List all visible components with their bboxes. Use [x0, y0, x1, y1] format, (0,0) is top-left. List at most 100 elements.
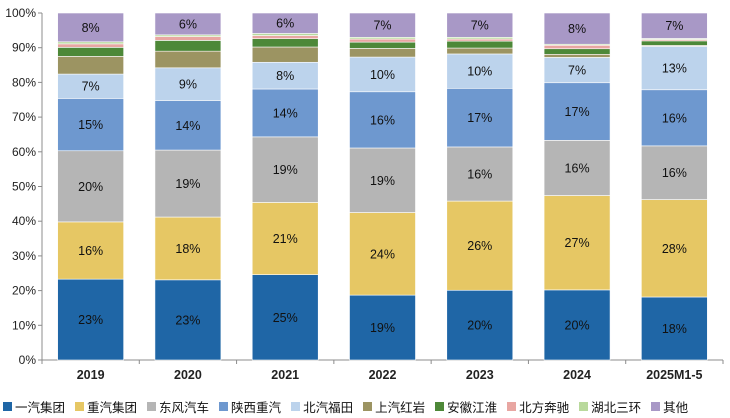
bar-segment: [446, 87, 514, 148]
legend-swatch: [3, 401, 12, 411]
bar-segment: [446, 146, 514, 202]
bar-segment: [446, 12, 514, 38]
bar-segment: [57, 43, 124, 48]
bar-segment: [349, 41, 416, 49]
legend-label: 北汽福田: [303, 399, 354, 415]
bar-segment: [251, 274, 319, 361]
y-tick-label: 60%: [12, 145, 36, 159]
legend-item: 重汽集团: [75, 397, 137, 416]
bar-segment: [543, 12, 611, 45]
y-tick-label: 100%: [5, 6, 36, 20]
bar-segment: [543, 57, 611, 84]
bar-segment: [154, 100, 222, 151]
data-label: 7%: [665, 19, 683, 33]
bar-segment: [251, 33, 319, 36]
bar-segment: [349, 294, 416, 361]
bar-segment: [251, 35, 319, 39]
bar-segment: [349, 48, 416, 58]
data-label: 19%: [370, 174, 395, 188]
legend-swatch: [291, 401, 301, 411]
legend-item: 其他: [651, 397, 688, 416]
data-label: 14%: [273, 106, 298, 120]
bar-segment: [446, 289, 514, 361]
data-label: 15%: [78, 118, 103, 132]
data-label: 14%: [175, 119, 200, 133]
data-label: 20%: [78, 180, 103, 194]
bar-segment: [349, 91, 416, 149]
data-label: 19%: [175, 177, 200, 191]
bar-segment: [543, 289, 611, 361]
data-label: 8%: [276, 69, 294, 83]
legend-swatch: [507, 401, 517, 411]
data-label: 16%: [467, 168, 492, 182]
x-tick-label: 2019: [77, 368, 105, 382]
bar-segment: [641, 199, 708, 298]
data-label: 8%: [82, 21, 100, 35]
bar-segment: [57, 73, 124, 99]
bar-segment: [641, 46, 708, 91]
legend-item: 北方奔驰: [507, 397, 569, 416]
data-label: 25%: [273, 311, 298, 325]
data-label: 7%: [373, 19, 391, 33]
data-label: 19%: [370, 321, 395, 335]
legend-item: 湖北三环: [579, 397, 641, 416]
bar-segment: [446, 38, 514, 42]
legend: 一汽集团 重汽集团 东风汽车 陕西重汽 北汽福田 上汽红岩 安徽江淮 北方奔驰 湖北三环 其他: [0, 395, 730, 417]
y-tick-label: 50%: [12, 180, 36, 194]
bar-segment: [251, 136, 319, 203]
bar-segment: [543, 48, 611, 55]
legend-item: 北汽福田: [291, 397, 353, 416]
legend-swatch: [579, 401, 589, 411]
y-tick-label: 0%: [19, 353, 37, 367]
data-label: 17%: [565, 105, 590, 119]
legend-item: 陕西重汽: [219, 397, 281, 416]
legend-swatch: [651, 401, 661, 411]
legend-label: 北方奔驰: [519, 399, 570, 415]
legend-item: 东风汽车: [147, 397, 209, 416]
bar-segment: [543, 140, 611, 196]
bar-segment: [641, 89, 708, 147]
legend-item: 上汽红岩: [363, 397, 425, 416]
legend-swatch: [363, 401, 373, 411]
data-label: 18%: [175, 242, 200, 256]
data-label: 7%: [82, 80, 100, 94]
legend-label: 一汽集团: [15, 399, 66, 415]
x-tick-label: 2025M1-5: [646, 368, 702, 382]
bar-segment: [251, 12, 319, 34]
x-tick-label: 2021: [271, 368, 299, 382]
data-label: 23%: [175, 313, 200, 327]
y-tick-label: 70%: [12, 110, 36, 124]
bar-segment: [641, 145, 708, 200]
y-tick-label: 10%: [12, 318, 36, 332]
x-tick-label: 2023: [466, 368, 494, 382]
x-tick-label: 2024: [563, 368, 591, 382]
bar-segment: [349, 12, 416, 38]
bar-segment: [446, 40, 514, 49]
data-label: 19%: [273, 163, 298, 177]
data-label: 26%: [467, 239, 492, 253]
data-label: 13%: [662, 62, 687, 76]
bar-segment: [57, 47, 124, 57]
bar-segment: [446, 47, 514, 55]
y-tick-label: 90%: [12, 41, 36, 55]
legend-label: 湖北三环: [591, 399, 642, 415]
data-label: 16%: [370, 113, 395, 127]
data-label: 28%: [662, 242, 687, 256]
legend-swatch: [435, 401, 445, 411]
data-label: 23%: [78, 313, 103, 327]
legend-item: 安徽江淮: [435, 397, 497, 416]
y-tick-label: 30%: [12, 249, 36, 263]
bar-segment: [349, 56, 416, 93]
bar-segment: [251, 46, 319, 63]
bar-segment: [446, 53, 514, 89]
data-label-layer: 23% 16% 20% 15% 7% 8% 23% 18% 19% 14% 9% 6% 25% 21% 19…: [78, 17, 687, 336]
legend-item: 一汽集团: [3, 397, 65, 416]
data-label: 16%: [565, 161, 590, 175]
bar-segment: [154, 36, 222, 41]
legend-swatch: [219, 401, 229, 411]
data-label: 9%: [179, 78, 197, 92]
data-label: 27%: [565, 236, 590, 250]
bar-segment: [543, 82, 611, 141]
legend-label: 上汽红岩: [375, 399, 426, 415]
bar-segment: [154, 149, 222, 218]
